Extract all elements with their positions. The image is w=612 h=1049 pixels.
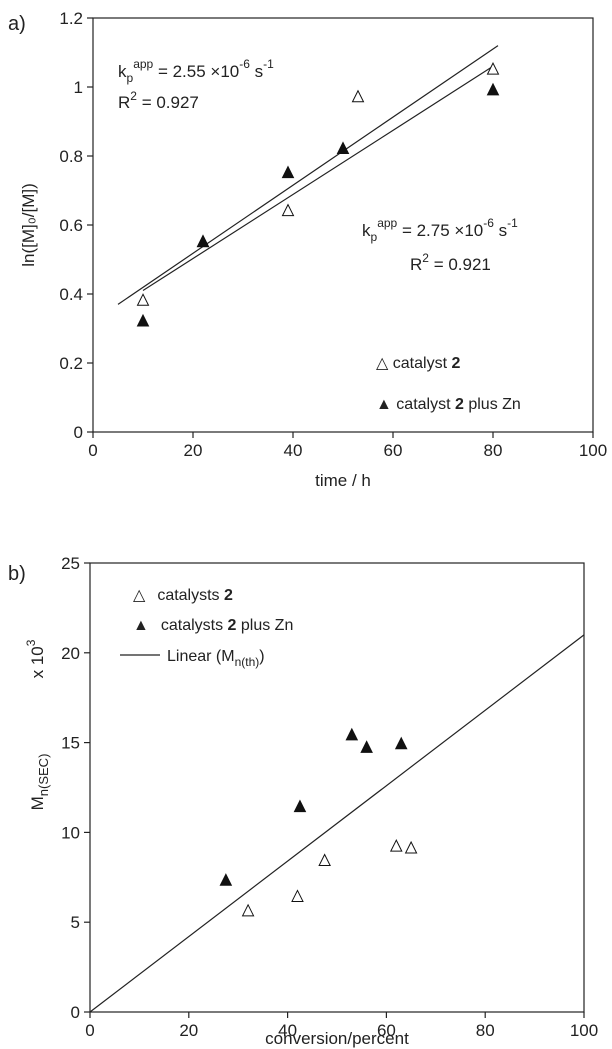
- panel-b-point-open: [241, 903, 255, 917]
- panel-b-plot-frame: [89, 562, 585, 1013]
- panel-a-axes: 0 20 40 60 80 100 0 0.2 0.4 0.6 0.8 1 1.2: [59, 9, 607, 460]
- panel-a-ytick-label: 0.2: [59, 354, 83, 373]
- panel-b-xtick-label: 80: [476, 1021, 495, 1040]
- panel-a-xtick-label: 20: [184, 441, 203, 460]
- panel-b-xtick-label: 100: [570, 1021, 598, 1040]
- panel-b-label: b): [8, 563, 26, 585]
- panel-b-xtick-label: 0: [85, 1021, 94, 1040]
- panel-b-point-open: [404, 840, 418, 854]
- panel-b-xlabel: conversion/percent: [265, 1029, 409, 1048]
- panel-b-point-filled: [360, 740, 373, 753]
- panel-a-r2-annotation-2: R2 = 0.921: [410, 251, 491, 274]
- panel-b-axes: 0 20 40 60 80 100 0 5 10 15 20 25: [61, 554, 598, 1040]
- panel-b-legend-item-filled: ▲ catalysts 2 plus Zn: [133, 617, 293, 634]
- panel-b-legend: △ catalysts 2 ▲ catalysts 2 plus Zn Linear…: [120, 587, 293, 669]
- panel-a-point-filled: [336, 141, 350, 154]
- panel-b: b) 0 20 40 60 80 100 0 5 10 15 20 25 conversion/per…: [8, 554, 598, 1048]
- panel-b-fit-line-1: [89, 634, 585, 1013]
- panel-a-xlabel: time / h: [315, 471, 371, 490]
- panel-a-point-filled: [136, 313, 150, 327]
- panel-a-xtick-label: 100: [579, 441, 607, 460]
- panel-a-point-open: [281, 203, 295, 217]
- panel-a-ytick-label: 1: [74, 78, 83, 97]
- panel-b-point-filled: [219, 873, 233, 886]
- panel-a-point-open: [486, 62, 500, 75]
- panel-a-legend-item-filled: ▲ catalyst 2 plus Zn: [376, 396, 521, 413]
- panel-b-ytick-label: 25: [61, 554, 80, 573]
- panel-a-legend-item-open: △ catalyst 2: [376, 355, 460, 372]
- panel-a-ytick-label: 0: [74, 423, 83, 442]
- panel-a-fit-line-1: [117, 45, 499, 305]
- panel-a-ytick-label: 0.4: [59, 285, 83, 304]
- panel-b-points: [219, 727, 418, 917]
- panel-a-point-filled: [486, 82, 500, 96]
- panel-a-label: a): [8, 13, 26, 35]
- panel-b-ylabel: Mn(SEC): [28, 754, 51, 811]
- panel-a-rate-annotation-1: kpapp = 2.55 ×10-6 s-1: [118, 57, 274, 85]
- panel-b-ytick-label: 5: [71, 913, 80, 932]
- panel-a-legend: △ catalyst 2 ▲ catalyst 2 plus Zn: [376, 355, 521, 413]
- panel-b-xtick-label: 20: [179, 1021, 198, 1040]
- panel-a-point-open: [136, 293, 150, 306]
- panel-b-point-filled: [394, 736, 408, 750]
- panel-a-ytick-label: 1.2: [59, 9, 83, 28]
- panel-b-fit-lines: [89, 634, 585, 1013]
- panel-a-xtick-label: 0: [88, 441, 97, 460]
- panel-a-point-filled: [281, 165, 295, 179]
- panel-a-points: [136, 62, 500, 327]
- panel-b-xtick-label: 60: [377, 1021, 396, 1040]
- panel-a-xtick-label: 80: [484, 441, 503, 460]
- panel-b-ytick-label: 0: [71, 1003, 80, 1022]
- panel-a-ylabel: ln([M]₀/[M]): [19, 183, 38, 267]
- panel-a-fit-line-2: [142, 65, 494, 292]
- panel-b-ylabel-scale: x 103: [24, 639, 47, 678]
- panel-b-ytick-label: 20: [61, 644, 80, 663]
- panel-a-xtick-label: 40: [284, 441, 303, 460]
- panel-b-point-filled: [345, 727, 359, 741]
- panel-a-fit-lines: [117, 45, 499, 305]
- panel-a-ytick-label: 0.8: [59, 147, 83, 166]
- panel-b-xtick-label: 40: [278, 1021, 297, 1040]
- panel-b-ytick-label: 15: [61, 734, 80, 753]
- panel-b-ytick-label: 10: [61, 823, 80, 842]
- panel-b-point-open: [291, 889, 304, 902]
- panel-a-point-filled: [196, 234, 210, 248]
- panel-b-point-open: [389, 839, 403, 852]
- panel-b-point-open: [318, 853, 331, 867]
- panel-a-rate-annotation-2: kpapp = 2.75 ×10-6 s-1: [362, 216, 518, 244]
- panel-a-xtick-label: 60: [384, 441, 403, 460]
- panel-a-point-open: [351, 89, 365, 103]
- panel-a-r2-annotation-1: R2 = 0.927: [118, 89, 199, 112]
- panel-b-legend-item-open: △ catalysts 2: [133, 587, 233, 604]
- panel-a: a) 0 20 40 60 80 100 0 0.2 0.4 0.6 0.8 1 1.2 time / …: [8, 9, 607, 490]
- panel-b-legend-item-line: Linear (Mn(th)): [167, 648, 265, 669]
- panel-a-ytick-label: 0.6: [59, 216, 83, 235]
- panel-b-point-filled: [293, 799, 307, 813]
